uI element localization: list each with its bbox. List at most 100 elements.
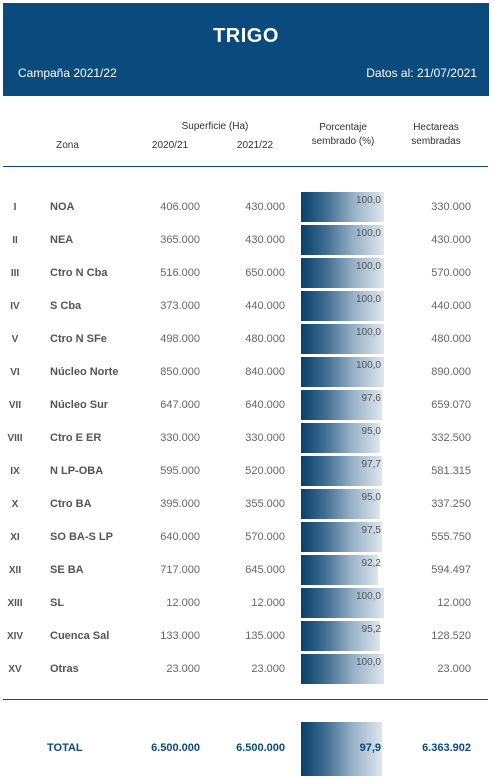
zone-number: XIII (7, 598, 23, 609)
zone-number: I (13, 202, 17, 213)
zona-header: Zona (56, 140, 79, 151)
superficie-2021: 330.000 (245, 432, 285, 444)
zone-name: Núcleo Norte (50, 366, 119, 378)
zone-name: Otras (50, 663, 79, 675)
superficie-2020: 373.000 (160, 300, 200, 312)
total-divider (3, 699, 488, 700)
superficie-2020: 516.000 (160, 267, 200, 279)
percent-bar (301, 555, 378, 585)
hectareas-sembradas: 128.520 (431, 630, 471, 642)
superficie-2021: 12.000 (251, 597, 285, 609)
superficie-2021: 650.000 (245, 267, 285, 279)
porcentaje-header-line1: Porcentaje (319, 122, 367, 133)
percent-bar (301, 357, 384, 387)
percent-value: 95,2 (361, 624, 381, 635)
percent-value: 97,5 (361, 525, 381, 536)
superficie-2021: 480.000 (245, 333, 285, 345)
zone-number: IV (10, 301, 20, 312)
percent-value: 100,0 (355, 195, 381, 206)
hectareas-sembradas: 332.500 (431, 432, 471, 444)
table-row: X Ctro BA 395.000 355.000 337.250 95,0 (0, 488, 495, 521)
hectareas-header-line2: sembradas (411, 136, 461, 147)
total-2021: 6.500.000 (236, 742, 285, 754)
zone-number: VII (8, 400, 22, 411)
total-percent-value: 97,9 (359, 742, 381, 754)
percent-value: 100,0 (355, 294, 381, 305)
hectareas-sembradas: 337.250 (431, 498, 471, 510)
percent-value: 97,6 (361, 393, 381, 404)
campaign-label: Campaña 2021/22 (18, 66, 117, 80)
hectareas-header: Hectareas sembradas (396, 121, 476, 149)
zone-number: XV (8, 664, 22, 675)
percent-bar (301, 291, 384, 321)
hectareas-sembradas: 430.000 (431, 234, 471, 246)
percent-bar (301, 423, 380, 453)
hectareas-sembradas: 555.750 (431, 531, 471, 543)
superficie-2020: 406.000 (160, 201, 200, 213)
table-row: IV S Cba 373.000 440.000 440.000 100,0 (0, 290, 495, 323)
percent-bar (301, 390, 382, 420)
hectareas-sembradas: 440.000 (431, 300, 471, 312)
total-row: TOTAL 6.500.000 6.500.000 97,9 6.363.902 (0, 722, 495, 778)
percent-bar (301, 324, 384, 354)
zone-name: S Cba (50, 300, 82, 312)
percent-value: 100,0 (355, 327, 381, 338)
hectareas-sembradas: 570.000 (431, 267, 471, 279)
table-row: XIV Cuenca Sal 133.000 135.000 128.520 95,2 (0, 620, 495, 653)
total-2020: 6.500.000 (151, 742, 200, 754)
table-row: XII SE BA 717.000 645.000 594.497 92,2 (0, 554, 495, 587)
superficie-2021: 430.000 (245, 201, 285, 213)
superficie-2020: 12.000 (166, 597, 200, 609)
superficie-2020: 717.000 (160, 564, 200, 576)
table-row: VII Núcleo Sur 647.000 640.000 659.070 97,6 (0, 389, 495, 422)
percent-value: 100,0 (355, 228, 381, 239)
page-title: TRIGO (213, 25, 279, 47)
superficie-2020: 365.000 (160, 234, 200, 246)
zone-number: VIII (7, 433, 23, 444)
zone-number: XIV (6, 631, 24, 642)
table-row: II NEA 365.000 430.000 430.000 100,0 (0, 224, 495, 257)
percent-value: 95,0 (361, 492, 381, 503)
data-date-label: Datos al: 21/07/2021 (366, 66, 477, 80)
zone-name: N LP-OBA (50, 465, 104, 477)
zone-number: II (12, 235, 18, 246)
percent-value: 92,2 (361, 558, 381, 569)
table-row: I NOA 406.000 430.000 330.000 100,0 (0, 191, 495, 224)
year-2021-header: 2021/22 (236, 140, 274, 151)
table-row: XV Otras 23.000 23.000 23.000 100,0 (0, 653, 495, 686)
total-hectareas: 6.363.902 (422, 742, 471, 754)
hectareas-sembradas: 480.000 (431, 333, 471, 345)
hectareas-sembradas: 12.000 (437, 597, 471, 609)
percent-bar (301, 621, 381, 651)
hectareas-sembradas: 659.070 (431, 399, 471, 411)
table-row: XI SO BA-S LP 640.000 570.000 555.750 97,5 (0, 521, 495, 554)
porcentaje-header: Porcentaje sembrado (%) (300, 121, 386, 149)
zone-name: Núcleo Sur (50, 399, 109, 411)
superficie-2020: 395.000 (160, 498, 200, 510)
superficie-2020: 330.000 (160, 432, 200, 444)
porcentaje-header-line2: sembrado (%) (311, 136, 375, 147)
zone-name: Ctro N SFe (50, 333, 107, 345)
zone-number: V (11, 334, 19, 345)
hectareas-sembradas: 23.000 (437, 663, 471, 675)
zone-name: SO BA-S LP (50, 531, 113, 543)
zone-number: III (10, 268, 20, 279)
zone-name: NEA (50, 234, 74, 246)
superficie-2021: 645.000 (245, 564, 285, 576)
table-row: III Ctro N Cba 516.000 650.000 570.000 100,0 (0, 257, 495, 290)
percent-value: 100,0 (355, 591, 381, 602)
superficie-2020: 640.000 (160, 531, 200, 543)
superficie-2021: 430.000 (245, 234, 285, 246)
percent-value: 100,0 (355, 261, 381, 272)
percent-value: 100,0 (355, 657, 381, 668)
table-row: V Ctro N SFe 498.000 480.000 480.000 100,0 (0, 323, 495, 356)
table-row: VIII Ctro E ER 330.000 330.000 332.500 95,0 (0, 422, 495, 455)
hectareas-sembradas: 890.000 (431, 366, 471, 378)
percent-value: 100,0 (355, 360, 381, 371)
zone-name: Cuenca Sal (50, 630, 110, 642)
superficie-2020: 595.000 (160, 465, 200, 477)
zone-name: Ctro N Cba (50, 267, 108, 279)
zone-name: SE BA (50, 564, 84, 576)
superficie-header: Superficie (Ha) (181, 121, 249, 132)
superficie-2021: 840.000 (245, 366, 285, 378)
